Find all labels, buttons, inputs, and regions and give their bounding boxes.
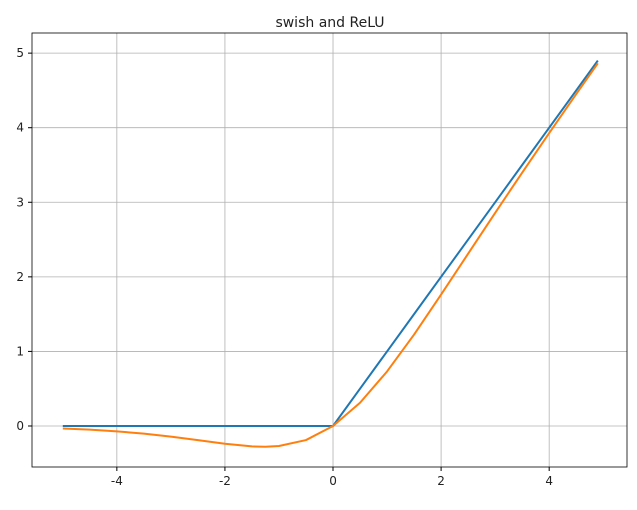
y-tick-label: 3 bbox=[16, 195, 24, 209]
plot-frame bbox=[31, 32, 628, 468]
line-series bbox=[62, 60, 599, 427]
x-tick-label: 2 bbox=[437, 474, 445, 488]
x-tick-label: -4 bbox=[111, 474, 123, 488]
y-tick-label: 4 bbox=[16, 121, 24, 135]
y-tick-label: 0 bbox=[16, 419, 24, 433]
x-tick-label: 4 bbox=[545, 474, 553, 488]
y-tick-label: 5 bbox=[16, 46, 24, 60]
x-tick-label: -2 bbox=[219, 474, 231, 488]
y-tick-label: 2 bbox=[16, 270, 24, 284]
chart-title: swish and ReLU bbox=[275, 15, 384, 31]
x-tick-label: 0 bbox=[329, 474, 337, 488]
y-tick-label: 1 bbox=[16, 344, 24, 358]
line-series bbox=[62, 62, 599, 448]
